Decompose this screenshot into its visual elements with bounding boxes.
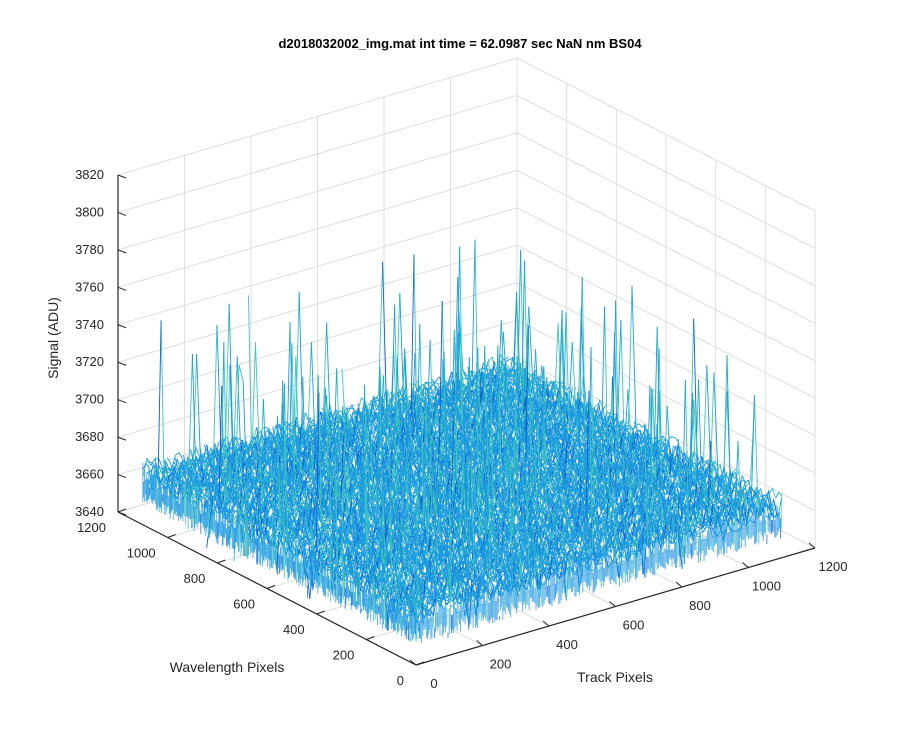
surface-segment: [435, 376, 440, 382]
surface-segment: [267, 436, 273, 448]
surface-segment: [227, 436, 233, 453]
surface-segment: [366, 400, 372, 407]
surface-segment: [527, 372, 533, 378]
surface-segment: [148, 465, 154, 486]
surface-segment: [195, 446, 201, 458]
surface-segment: [232, 356, 238, 472]
surface-segment: [421, 382, 427, 386]
surface-segment: [387, 436, 392, 445]
surface-segment: [235, 436, 240, 440]
surface-mesh: [142, 239, 783, 644]
surface-segment: [238, 365, 244, 382]
surface-segment: [190, 449, 196, 463]
surface-segment: [157, 466, 163, 478]
surface-segment: [208, 470, 213, 472]
surface-segment: [382, 261, 388, 414]
surface-segment: [487, 356, 493, 362]
surface-segment: [186, 449, 192, 467]
surface-segment: [142, 458, 148, 478]
surface-segment: [325, 431, 331, 450]
surface-segment: [298, 291, 304, 448]
surface-segment: [529, 372, 535, 376]
surface-segment: [505, 363, 510, 370]
surface-segment: [556, 395, 562, 408]
surface-segment: [398, 384, 404, 398]
surface-segment: [506, 358, 511, 362]
surface-segment: [254, 342, 260, 459]
surface-segment: [631, 285, 637, 429]
surface-segment: [483, 360, 489, 378]
surface-segment: [284, 421, 290, 425]
surface-segment: [203, 454, 209, 477]
surface-segment: [462, 378, 467, 380]
surface-segment: [369, 403, 375, 411]
surface-segment: [378, 261, 384, 396]
surface-segment: [432, 384, 437, 388]
surface-segment: [242, 381, 248, 503]
surface-segment: [175, 452, 180, 456]
surface-segment: [528, 306, 534, 383]
surface-segment: [369, 418, 375, 438]
chart-title: d2018032002_img.mat int time = 62.0987 s…: [278, 36, 642, 51]
surface-segment: [150, 458, 156, 466]
surface-segment: [244, 477, 250, 499]
surface-segment: [228, 303, 234, 459]
surface-segment: [179, 452, 184, 462]
surface-segment: [373, 395, 378, 407]
surface-segment: [284, 457, 290, 466]
surface-segment: [309, 419, 314, 424]
surface-segment: [187, 353, 193, 486]
